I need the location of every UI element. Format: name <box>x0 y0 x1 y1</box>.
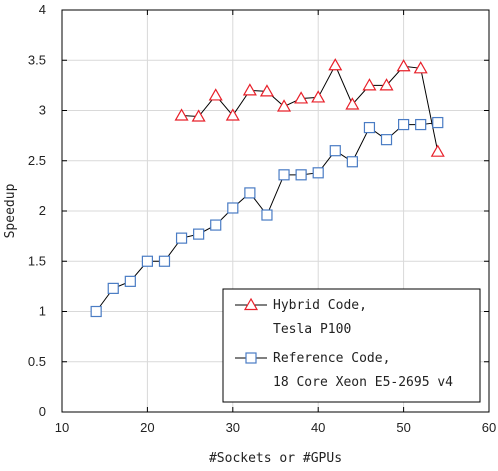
legend-label-line2: 18 Core Xeon E5-2695 v4 <box>273 375 453 390</box>
triangle-point <box>396 59 411 72</box>
y-axis-label: Speedup <box>3 183 18 238</box>
square-point <box>124 275 136 287</box>
legend-label: Reference Code, <box>273 351 390 366</box>
square-point <box>107 282 119 294</box>
series-0 <box>174 58 445 157</box>
triangle-point <box>345 97 360 110</box>
triangle-point <box>328 58 343 71</box>
y-tick-label: 0.5 <box>28 354 46 369</box>
triangle-point <box>311 90 326 103</box>
square-point <box>90 305 102 318</box>
legend-label: Hybrid Code, <box>273 298 367 313</box>
legend-box <box>222 288 481 403</box>
square-point <box>278 169 290 181</box>
legend-triangle-marker <box>243 297 259 311</box>
triangle-point <box>225 108 240 121</box>
y-tick-label: 3 <box>39 103 46 118</box>
series-1 <box>90 116 444 318</box>
series-line <box>181 64 439 152</box>
square-point <box>210 219 222 231</box>
square-point <box>244 187 256 199</box>
triangle-point <box>277 99 292 112</box>
legend-label-line2: Tesla P100 <box>273 322 351 337</box>
x-tick-label: 30 <box>226 420 240 435</box>
triangle-point <box>294 91 309 104</box>
square-point <box>141 255 153 267</box>
legend: Hybrid Code, Tesla P100 Reference Code, 18 … <box>222 288 481 403</box>
square-point <box>415 118 427 131</box>
square-point <box>346 156 358 168</box>
square-point <box>329 145 341 157</box>
axis-ticks: 10 20 30 40 50 60 0 0.5 1 1.5 2 2.5 3 3.5 4 <box>28 2 496 435</box>
square-point <box>261 209 273 221</box>
y-tick-label: 2.5 <box>28 153 46 168</box>
triangle-point <box>430 144 445 157</box>
y-tick-label: 1.5 <box>28 253 46 268</box>
square-point <box>175 232 188 244</box>
square-point <box>227 202 239 214</box>
triangle-point <box>259 84 274 97</box>
square-point <box>398 118 410 131</box>
square-point <box>158 255 171 267</box>
square-point <box>380 134 393 146</box>
square-point <box>432 116 444 129</box>
y-tick-label: 0 <box>39 404 46 419</box>
square-point <box>295 169 307 181</box>
x-tick-label: 20 <box>140 420 154 435</box>
x-axis-label: #Sockets or #GPUs <box>209 451 342 466</box>
legend-square-marker <box>245 352 257 364</box>
x-tick-label: 60 <box>482 420 496 435</box>
triangle-point <box>208 88 223 101</box>
triangle-point <box>413 61 428 74</box>
y-tick-label: 1 <box>39 304 46 319</box>
triangle-point <box>379 78 394 91</box>
y-tick-label: 3.5 <box>28 52 46 67</box>
square-point <box>193 228 205 240</box>
x-tick-label: 50 <box>396 420 410 435</box>
y-tick-label: 4 <box>39 2 46 17</box>
x-tick-label: 10 <box>55 420 69 435</box>
square-point <box>363 121 376 134</box>
square-point <box>312 167 324 179</box>
series-layer <box>90 58 445 318</box>
x-tick-label: 40 <box>311 420 325 435</box>
y-tick-label: 2 <box>39 203 46 218</box>
triangle-point <box>174 108 189 121</box>
triangle-point <box>242 83 257 96</box>
triangle-point <box>362 78 377 91</box>
triangle-point <box>191 109 206 122</box>
